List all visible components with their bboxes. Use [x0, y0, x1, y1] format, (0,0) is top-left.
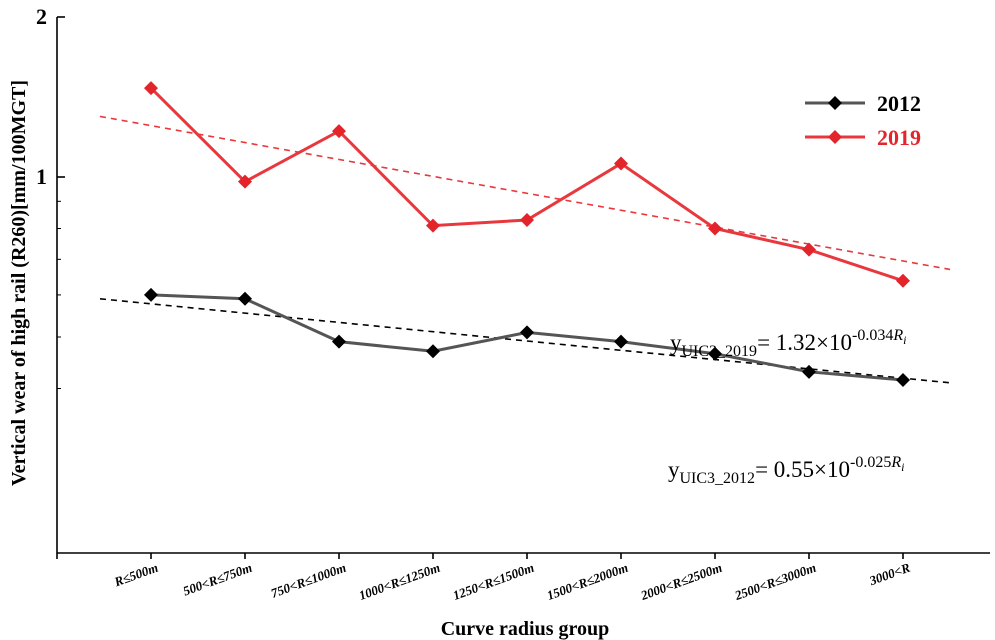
series-line-2019 [149, 87, 904, 283]
legend: 2012 2019 [805, 91, 921, 150]
y-tick-label: 1 [36, 164, 47, 189]
data-point-2019 [426, 218, 440, 233]
equation-exponent: -0.025 [850, 454, 891, 471]
equation-rhs: = 1.32×10 [757, 330, 852, 355]
data-point-2012 [332, 334, 346, 349]
data-point-2012 [614, 334, 628, 349]
x-tick-label: 1000<R≤1250m [357, 560, 442, 603]
data-point-2012 [426, 344, 440, 359]
equation-subscript: UIC3_2012 [680, 470, 756, 487]
equation-variable: R [890, 454, 901, 471]
data-point-2012 [238, 291, 252, 306]
equation-y: y [670, 330, 682, 355]
legend-label-2019: 2019 [877, 125, 921, 150]
x-tick-label: 2500<R≤3000m [732, 560, 818, 604]
x-tick-label: 1250<R≤1500m [451, 560, 536, 603]
legend-label-2012: 2012 [877, 91, 921, 116]
trend-equation-2019: yUIC3_2019= 1.32×10-0.034Ri [670, 327, 906, 360]
x-tick-label: 3000<R [866, 560, 912, 589]
x-tick-label: 500<R≤750m [181, 560, 254, 599]
data-point-2019 [144, 81, 158, 96]
equation-y: y [668, 457, 680, 482]
trendline-2019 [99, 115, 951, 271]
x-tick-label: 2000<R≤2500m [638, 560, 724, 604]
data-point-2012 [708, 346, 722, 361]
equation-variable-subscript: i [903, 333, 906, 347]
equation-exponent: -0.034 [852, 327, 893, 344]
legend-swatch-marker [828, 96, 842, 110]
data-point-2012 [144, 287, 158, 302]
equation-rhs: = 0.55×10 [755, 457, 850, 482]
equation-subscript: UIC3_2019 [682, 343, 758, 360]
data-point-2012 [520, 325, 534, 340]
data-point-2019 [520, 213, 534, 228]
trend-equation-2012: yUIC3_2012= 0.55×10-0.025Ri [668, 454, 904, 487]
y-tick-label: 2 [36, 4, 47, 29]
data-point-2012 [896, 373, 910, 388]
x-tick-label: R≤500m [111, 560, 160, 590]
data-point-2019 [614, 156, 628, 171]
y-axis-title: Vertical wear of high rail (R260)[mm/100… [8, 80, 30, 486]
series-group [144, 81, 910, 388]
data-point-2012 [802, 364, 816, 379]
data-point-2019 [238, 174, 252, 189]
x-axis-title: Curve radius group [441, 618, 610, 640]
equation-variable: R [892, 327, 903, 344]
data-point-2019 [708, 221, 722, 236]
x-tick-label: 750<R≤1000m [269, 560, 348, 601]
data-point-2019 [802, 242, 816, 257]
equation-variable-subscript: i [901, 460, 904, 474]
data-point-2019 [896, 273, 910, 288]
data-point-2019 [332, 124, 346, 139]
x-tick-label: 1500<R≤2000m [545, 560, 630, 603]
axes: 2 1 R≤500m 500<R≤750m 750<R≤1000m 1000<R≤1250… [36, 4, 990, 603]
legend-swatch-marker [828, 130, 842, 144]
